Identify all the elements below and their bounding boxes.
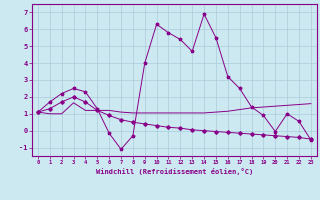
X-axis label: Windchill (Refroidissement éolien,°C): Windchill (Refroidissement éolien,°C) [96, 168, 253, 175]
